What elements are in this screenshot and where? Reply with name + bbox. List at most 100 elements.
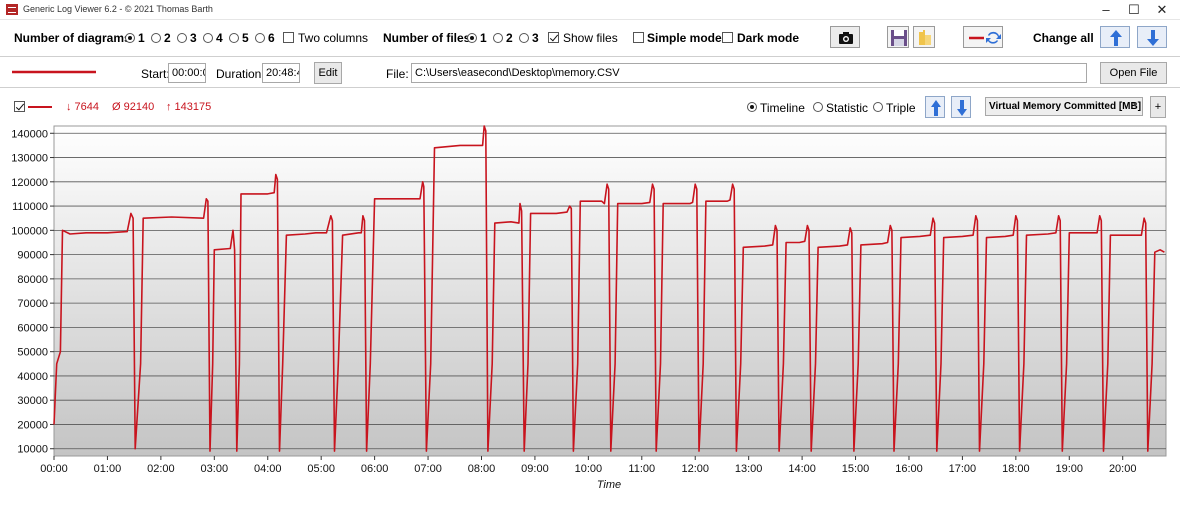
diagrams-option-2: 2 [164, 31, 171, 45]
x-tick-label: 12:00 [681, 463, 709, 475]
duration-label: Duration: [216, 67, 265, 81]
y-tick-label: 100000 [11, 225, 48, 237]
diagrams-radio-3[interactable] [177, 33, 187, 43]
diagrams-option-6: 6 [268, 31, 275, 45]
file-path-input[interactable]: C:\Users\easecond\Desktop\memory.CSV [411, 63, 1087, 83]
view-radio-triple[interactable] [873, 102, 883, 112]
change-all-down-button[interactable] [1137, 26, 1167, 48]
x-tick-label: 02:00 [147, 463, 175, 475]
x-tick-label: 03:00 [201, 463, 229, 475]
maximize-button[interactable]: ☐ [1128, 2, 1140, 17]
chart-canvas[interactable]: 10000 20000 30000 40000 50000 60000 70000 80000… [0, 120, 1180, 502]
minimize-button[interactable]: – [1102, 2, 1110, 17]
swap-series-button[interactable] [963, 26, 1003, 48]
series-visible-checkbox[interactable] [14, 101, 25, 112]
simple-mode-checkbox[interactable] [633, 32, 644, 43]
x-tick-label: 05:00 [307, 463, 335, 475]
series-line-0 [53, 125, 1165, 452]
x-tick-label: 08:00 [468, 463, 496, 475]
y-tick-label: 90000 [17, 250, 48, 262]
diagrams-radio-4[interactable] [203, 33, 213, 43]
floppy-icon [891, 30, 907, 46]
window-title: Generic Log Viewer 6.2 - © 2021 Thomas B… [23, 4, 213, 14]
x-tick-label: 01:00 [94, 463, 122, 475]
y-tick-label: 110000 [12, 201, 48, 213]
arrow-up-icon [931, 100, 941, 116]
diagrams-radio-5[interactable] [229, 33, 239, 43]
duration-input[interactable]: 20:48:40 [262, 63, 300, 83]
dark-mode-checkbox[interactable] [722, 32, 733, 43]
start-input[interactable]: 00:00:00 [168, 63, 206, 83]
y-tick-label: 20000 [17, 419, 48, 431]
y-tick-label: 130000 [11, 153, 48, 165]
view-timeline-label: Timeline [760, 101, 805, 115]
x-tick-label: 07:00 [414, 463, 442, 475]
edit-button[interactable]: Edit [314, 62, 342, 84]
app-icon [6, 4, 18, 15]
series-min: ↓ 7644 [66, 101, 100, 113]
metric-select-value: Virtual Memory Committed [MB] [989, 101, 1142, 112]
diagrams-radio-1[interactable] [125, 33, 135, 43]
files-option-3: 3 [532, 31, 539, 45]
two-columns-label: Two columns [298, 31, 369, 45]
start-label: Start: [141, 67, 170, 81]
x-tick-label: 10:00 [575, 463, 603, 475]
save-button[interactable] [887, 26, 909, 48]
file-row: Start: 00:00:00 Duration: 20:48:40 Edit … [0, 56, 1180, 88]
series-bar: ↓ 7644 Ø 92140 ↑ 143175 Timeline Statist… [0, 94, 1180, 120]
open-file-button[interactable]: Open File [1100, 62, 1167, 84]
x-tick-label: 20:00 [1109, 463, 1137, 475]
x-axis: 00:00 01:00 02:00 03:00 04:00 05:00 06:00 07:00… [40, 456, 1136, 475]
series-layer [53, 125, 1165, 452]
chevron-down-icon: ▾ [1133, 100, 1138, 109]
x-tick-label: 17:00 [949, 463, 977, 475]
load-button[interactable] [913, 26, 935, 48]
two-columns-checkbox[interactable] [283, 32, 294, 43]
series-up-button[interactable] [925, 96, 945, 118]
swap-icon [969, 31, 1001, 44]
y-tick-label: 70000 [17, 298, 48, 310]
files-radio-2[interactable] [493, 33, 503, 43]
diagrams-option-3: 3 [190, 31, 197, 45]
diagrams-option-1: 1 [138, 31, 145, 45]
show-files-label: Show files [563, 31, 618, 45]
camera-icon [839, 32, 853, 44]
show-files-checkbox[interactable] [548, 32, 559, 43]
y-axis: 10000 20000 30000 40000 50000 60000 70000 80000… [11, 128, 54, 456]
dark-mode-label: Dark mode [737, 31, 800, 45]
arrow-up-icon [1110, 30, 1122, 46]
view-triple-label: Triple [886, 101, 916, 115]
x-tick-label: 19:00 [1056, 463, 1084, 475]
diagrams-option-4: 4 [216, 31, 223, 45]
file-label: File: [386, 67, 409, 81]
arrow-down-icon [1147, 30, 1159, 46]
metric-select[interactable]: Virtual Memory Committed [MB] [985, 97, 1143, 116]
x-tick-label: 13:00 [735, 463, 763, 475]
y-tick-label: 30000 [17, 395, 48, 407]
screenshot-button[interactable] [830, 26, 860, 48]
diagrams-radio-6[interactable] [255, 33, 265, 43]
close-button[interactable]: ✕ [1156, 2, 1168, 17]
y-tick-label: 50000 [17, 347, 48, 359]
x-tick-label: 04:00 [254, 463, 282, 475]
files-radio-1[interactable] [467, 33, 477, 43]
y-tick-label: 60000 [17, 322, 48, 334]
add-series-button[interactable]: + [1150, 96, 1166, 118]
files-radio-3[interactable] [519, 33, 529, 43]
y-tick-label: 10000 [17, 444, 48, 456]
x-tick-label: 11:00 [628, 463, 655, 475]
timeline-chart: 10000 20000 30000 40000 50000 60000 70000 80000… [0, 120, 1180, 502]
y-tick-label: 80000 [17, 274, 48, 286]
change-all-up-button[interactable] [1100, 26, 1130, 48]
folder-icon [919, 30, 931, 45]
x-tick-label: 16:00 [895, 463, 923, 475]
arrow-down-icon [957, 100, 967, 116]
diagrams-radio-2[interactable] [151, 33, 161, 43]
series-color-swatch [12, 70, 96, 74]
series-down-button[interactable] [951, 96, 971, 118]
title-bar: Generic Log Viewer 6.2 - © 2021 Thomas B… [0, 0, 1180, 20]
main-toolbar: Number of diagrams 1 2 3 4 5 6 Two colum… [0, 22, 1180, 52]
change-all-label: Change all [1033, 31, 1094, 45]
view-radio-statistic[interactable] [813, 102, 823, 112]
view-radio-timeline[interactable] [747, 102, 757, 112]
